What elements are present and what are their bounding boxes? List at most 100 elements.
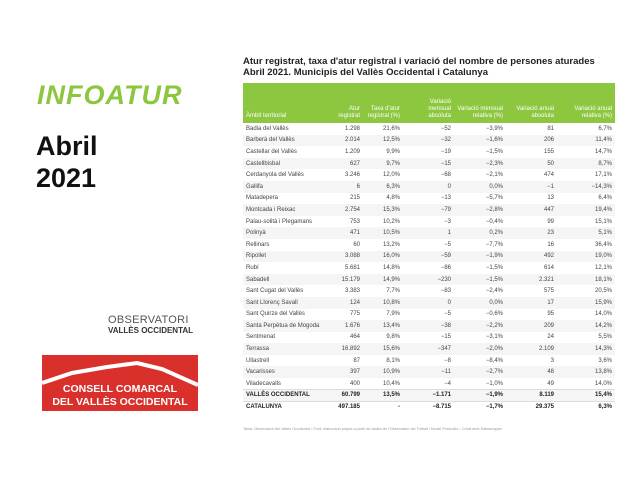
table-row: Palau-solità i Plegamans 753 10,2% −3 −0,4% 9…: [243, 216, 615, 228]
value-cell: 13: [547, 195, 554, 202]
value-cell: −2,4%: [485, 288, 503, 295]
value-cell: −0,4%: [485, 218, 503, 225]
value-cell: −5: [444, 311, 451, 318]
column-header[interactable]: Àmbit territorial: [243, 83, 331, 123]
value-cell: −11: [403, 366, 454, 379]
value-cell: −2,2%: [454, 320, 506, 332]
value-cell: −2,7%: [454, 366, 506, 379]
value-cell: 15,6%: [363, 343, 403, 355]
value-cell: −2,1%: [485, 172, 503, 179]
territory-cell: Sant Llorenç Savall: [243, 296, 331, 309]
table-row: Vacarisses 397 10,9% −11 −2,7% 48 13,8%: [243, 366, 615, 379]
territory-cell: Palau-solità i Plegamans: [246, 218, 313, 225]
value-cell: 6,3%: [363, 180, 403, 193]
column-header[interactable]: Atur registrat: [331, 83, 363, 123]
column-header[interactable]: Variació anual relativa (%): [557, 83, 615, 123]
value-cell: −83: [440, 288, 451, 295]
value-cell: 5.681: [344, 264, 360, 271]
value-cell: 8,7%: [557, 157, 615, 170]
value-cell: 753: [349, 218, 360, 225]
unemployment-table: Àmbit territorial Atur registrat Taxa d'at…: [243, 83, 615, 413]
value-cell: 12,5%: [363, 134, 403, 147]
table-row: Gallifa 6 6,3% 0 0,0% −1 −14,3%: [243, 180, 615, 193]
infoatur-title: INFOATUR: [37, 80, 183, 110]
observatori-logo: OBSERVATORI VALLÈS OCCIDENTAL: [108, 314, 193, 335]
value-cell: 15,9%: [557, 296, 615, 309]
value-cell: 206: [506, 134, 557, 147]
table-row: Sant Quirze del Vallès 775 7,9% −5 −0,6% 95 14…: [243, 309, 615, 321]
value-cell: 464: [349, 334, 360, 341]
value-cell: −230: [403, 273, 454, 286]
value-cell: −347: [403, 343, 454, 355]
value-cell: −3,1%: [485, 334, 503, 341]
table-row: Castellbisbal 627 9,7% −15 −2,3% 50 8,7%: [243, 157, 615, 170]
value-cell: 50: [506, 157, 557, 170]
value-cell: −7,7%: [485, 241, 503, 248]
value-cell: 17,1%: [594, 172, 612, 179]
value-cell: 775: [349, 311, 360, 318]
total-row: VALLÈS OCCIDENTAL 60.799 13,5% −1.171 −1,9% 8…: [243, 389, 615, 402]
value-cell: −1: [506, 180, 557, 193]
value-cell: 10,5%: [363, 227, 403, 239]
table-header: Àmbit territorial Atur registrat Taxa d'at…: [243, 83, 615, 123]
consell-logo-line2: DEL VALLÈS OCCIDENTAL: [52, 396, 188, 408]
table-row: Sant Cugat del Vallès 3.383 7,7% −83 −2,4% 57…: [243, 285, 615, 297]
value-cell: 10,2%: [382, 218, 400, 225]
value-cell: −15: [403, 157, 454, 170]
value-cell: 6,3%: [557, 400, 615, 413]
value-cell: 29.375: [506, 400, 557, 413]
value-cell: −0,6%: [485, 311, 503, 318]
value-cell: −19: [440, 148, 451, 155]
value-cell: 99: [547, 218, 554, 225]
table-row: Matadepera 215 4,8% −13 −5,7% 13 6,4%: [243, 193, 615, 205]
territory-cell: Castellbisbal: [243, 157, 331, 170]
territory-cell: Ullastrell: [246, 357, 270, 364]
table-footnote: Taula: Observatori del Vallès Occidental…: [243, 427, 503, 431]
value-cell: −1,6%: [454, 134, 506, 147]
value-cell: 60: [353, 241, 360, 248]
value-cell: 155: [543, 148, 554, 155]
table-row: Rellinars 60 13,2% −5 −7,7% 16 36,4%: [243, 239, 615, 251]
value-cell: 17: [506, 296, 557, 309]
value-cell: 14,9%: [363, 273, 403, 286]
value-cell: 3: [550, 357, 554, 364]
value-cell: 87: [353, 357, 360, 364]
value-cell: 124: [331, 296, 363, 309]
report-period: Abril 2021: [36, 130, 98, 194]
value-cell: −52: [440, 125, 451, 132]
value-cell: −2,8%: [454, 204, 506, 216]
value-cell: 95: [547, 311, 554, 318]
month: Abril: [36, 131, 98, 161]
table-row: Ullastrell 87 8,1% −8 −8,4% 3 3,6%: [243, 355, 615, 367]
value-cell: 14,0%: [594, 380, 612, 387]
column-header[interactable]: Taxa d'atur registral (%): [363, 83, 403, 123]
territory-cell: Castellar del Vallès: [246, 148, 297, 155]
value-cell: −5,7%: [485, 195, 503, 202]
value-cell: 9,7%: [363, 157, 403, 170]
value-cell: 5,5%: [598, 334, 612, 341]
value-cell: 15.179: [331, 273, 363, 286]
value-cell: 497.185: [331, 400, 363, 413]
value-cell: 7,7%: [386, 288, 400, 295]
table-row: Montcada i Reixac 2.754 15,3% −79 −2,8% 447 19…: [243, 204, 615, 216]
value-cell: 0,2%: [454, 227, 506, 239]
territory-cell: Viladecavalls: [246, 380, 281, 387]
value-cell: 20,5%: [594, 288, 612, 295]
value-cell: 13,4%: [363, 320, 403, 332]
value-cell: 3.088: [331, 250, 363, 263]
column-header[interactable]: Variació anual absoluta: [506, 83, 557, 123]
value-cell: 3,6%: [598, 357, 612, 364]
value-cell: 15,3%: [363, 204, 403, 216]
column-header[interactable]: Variació mensual absoluta: [403, 83, 454, 123]
territory-cell: VALLÈS OCCIDENTAL: [243, 389, 331, 402]
value-cell: 14,0%: [594, 311, 612, 318]
value-cell: 10,9%: [363, 366, 403, 379]
value-cell: 447: [506, 204, 557, 216]
value-cell: 19,4%: [557, 204, 615, 216]
value-cell: 1.676: [331, 320, 363, 332]
value-cell: −15: [440, 334, 451, 341]
value-cell: 0: [403, 180, 454, 193]
column-header[interactable]: Variació mensual relativa (%): [454, 83, 506, 123]
value-cell: −2,0%: [454, 343, 506, 355]
territory-cell: Sentmenat: [246, 334, 276, 341]
